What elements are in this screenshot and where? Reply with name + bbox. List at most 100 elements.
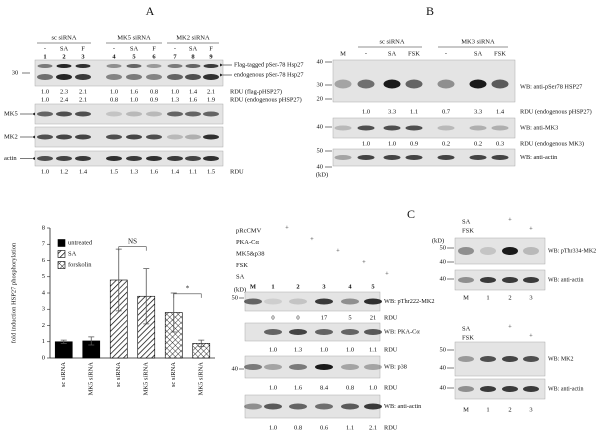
label: endogenous pSer-78 Hsp27 bbox=[234, 71, 303, 78]
label: - bbox=[44, 45, 46, 52]
y-tick-label: 3 bbox=[42, 306, 45, 313]
label: + bbox=[508, 323, 512, 330]
legend-label: forskolin bbox=[68, 261, 92, 268]
label: (kD) bbox=[234, 286, 246, 293]
band bbox=[405, 155, 423, 160]
label: 1.0 bbox=[110, 88, 118, 95]
label: 1.5 bbox=[207, 168, 215, 175]
label: 1.0 bbox=[269, 424, 277, 431]
blot bbox=[454, 269, 546, 291]
band bbox=[106, 74, 122, 80]
label: 40 bbox=[440, 384, 447, 391]
label: M bbox=[463, 294, 469, 301]
band bbox=[244, 403, 262, 410]
band bbox=[75, 111, 91, 117]
label: 1 bbox=[271, 283, 274, 290]
label: WB: PKA-Cα bbox=[384, 328, 420, 335]
band bbox=[289, 329, 307, 335]
label: 1.0 bbox=[130, 96, 138, 103]
x-tick-label: sc siRNA bbox=[170, 362, 177, 387]
band bbox=[203, 134, 219, 140]
label: 2.1 bbox=[369, 424, 377, 431]
label: 5 bbox=[348, 314, 351, 321]
band bbox=[491, 155, 509, 160]
label: WB: anti-actin bbox=[520, 154, 558, 161]
band bbox=[146, 64, 162, 68]
band bbox=[264, 329, 282, 335]
band bbox=[334, 79, 352, 89]
error-bar bbox=[170, 292, 177, 333]
band bbox=[364, 364, 382, 370]
arrow-head bbox=[32, 135, 35, 139]
blot bbox=[454, 237, 546, 265]
label: M bbox=[340, 50, 346, 57]
band bbox=[56, 64, 72, 68]
error-bar bbox=[198, 339, 205, 348]
band bbox=[523, 356, 539, 362]
label: 4 bbox=[348, 283, 352, 290]
label: 30 bbox=[317, 81, 324, 88]
band bbox=[146, 134, 162, 140]
label: + bbox=[362, 259, 366, 266]
label: SA bbox=[462, 218, 471, 225]
band bbox=[480, 356, 496, 362]
band bbox=[458, 386, 474, 392]
label: 0 bbox=[296, 314, 299, 321]
band bbox=[341, 403, 359, 410]
label: - bbox=[113, 45, 115, 52]
band bbox=[502, 277, 518, 283]
label: 0.9 bbox=[150, 96, 158, 103]
label: 1.6 bbox=[130, 88, 139, 95]
label: 3 bbox=[322, 283, 326, 290]
label: RDU bbox=[384, 346, 398, 353]
label: 3 bbox=[529, 294, 532, 301]
label: SA bbox=[130, 45, 139, 52]
band bbox=[315, 298, 333, 305]
bar bbox=[54, 341, 73, 359]
band bbox=[146, 74, 162, 80]
label: 1.6 bbox=[189, 96, 198, 103]
band bbox=[523, 386, 539, 392]
label: + bbox=[310, 236, 314, 243]
band bbox=[383, 155, 401, 160]
label: 30 bbox=[12, 69, 19, 76]
label: 1.4 bbox=[496, 108, 505, 115]
label: - bbox=[445, 50, 447, 57]
label: FSK bbox=[462, 227, 474, 234]
label: F bbox=[81, 45, 85, 52]
band bbox=[523, 277, 539, 283]
band bbox=[37, 74, 53, 80]
label: 3 bbox=[81, 53, 85, 60]
label: 5 bbox=[132, 53, 136, 60]
band bbox=[146, 156, 162, 161]
band bbox=[458, 247, 474, 255]
label: 50 bbox=[232, 294, 239, 301]
band bbox=[185, 64, 201, 68]
label: + bbox=[529, 332, 533, 339]
label: RDU (flag-pHSP27) bbox=[230, 88, 282, 95]
label: 2 bbox=[62, 53, 65, 60]
label: 1.0 bbox=[269, 346, 277, 353]
label: 50 bbox=[440, 244, 447, 251]
label: SA bbox=[236, 273, 245, 280]
band bbox=[37, 134, 53, 140]
label: 0.2 bbox=[474, 140, 482, 147]
legend-label: untreated bbox=[68, 239, 93, 246]
band bbox=[502, 247, 518, 255]
label: 3.3 bbox=[474, 108, 482, 115]
label: F bbox=[152, 45, 156, 52]
label: FSK bbox=[462, 334, 474, 341]
band bbox=[244, 364, 262, 370]
label: + bbox=[529, 225, 533, 232]
label: FSK bbox=[494, 50, 506, 57]
band bbox=[364, 403, 382, 410]
label: 2.1 bbox=[79, 88, 87, 95]
label: 2 bbox=[508, 406, 511, 413]
label: 1.0 bbox=[388, 140, 396, 147]
label: Flag-tagged pSer-78 Hsp27 bbox=[234, 61, 303, 68]
label: M bbox=[250, 283, 256, 290]
label: 21 bbox=[370, 314, 377, 321]
y-tick-label: 7 bbox=[42, 241, 46, 248]
legend-swatch bbox=[57, 250, 66, 258]
label: F bbox=[209, 45, 213, 52]
